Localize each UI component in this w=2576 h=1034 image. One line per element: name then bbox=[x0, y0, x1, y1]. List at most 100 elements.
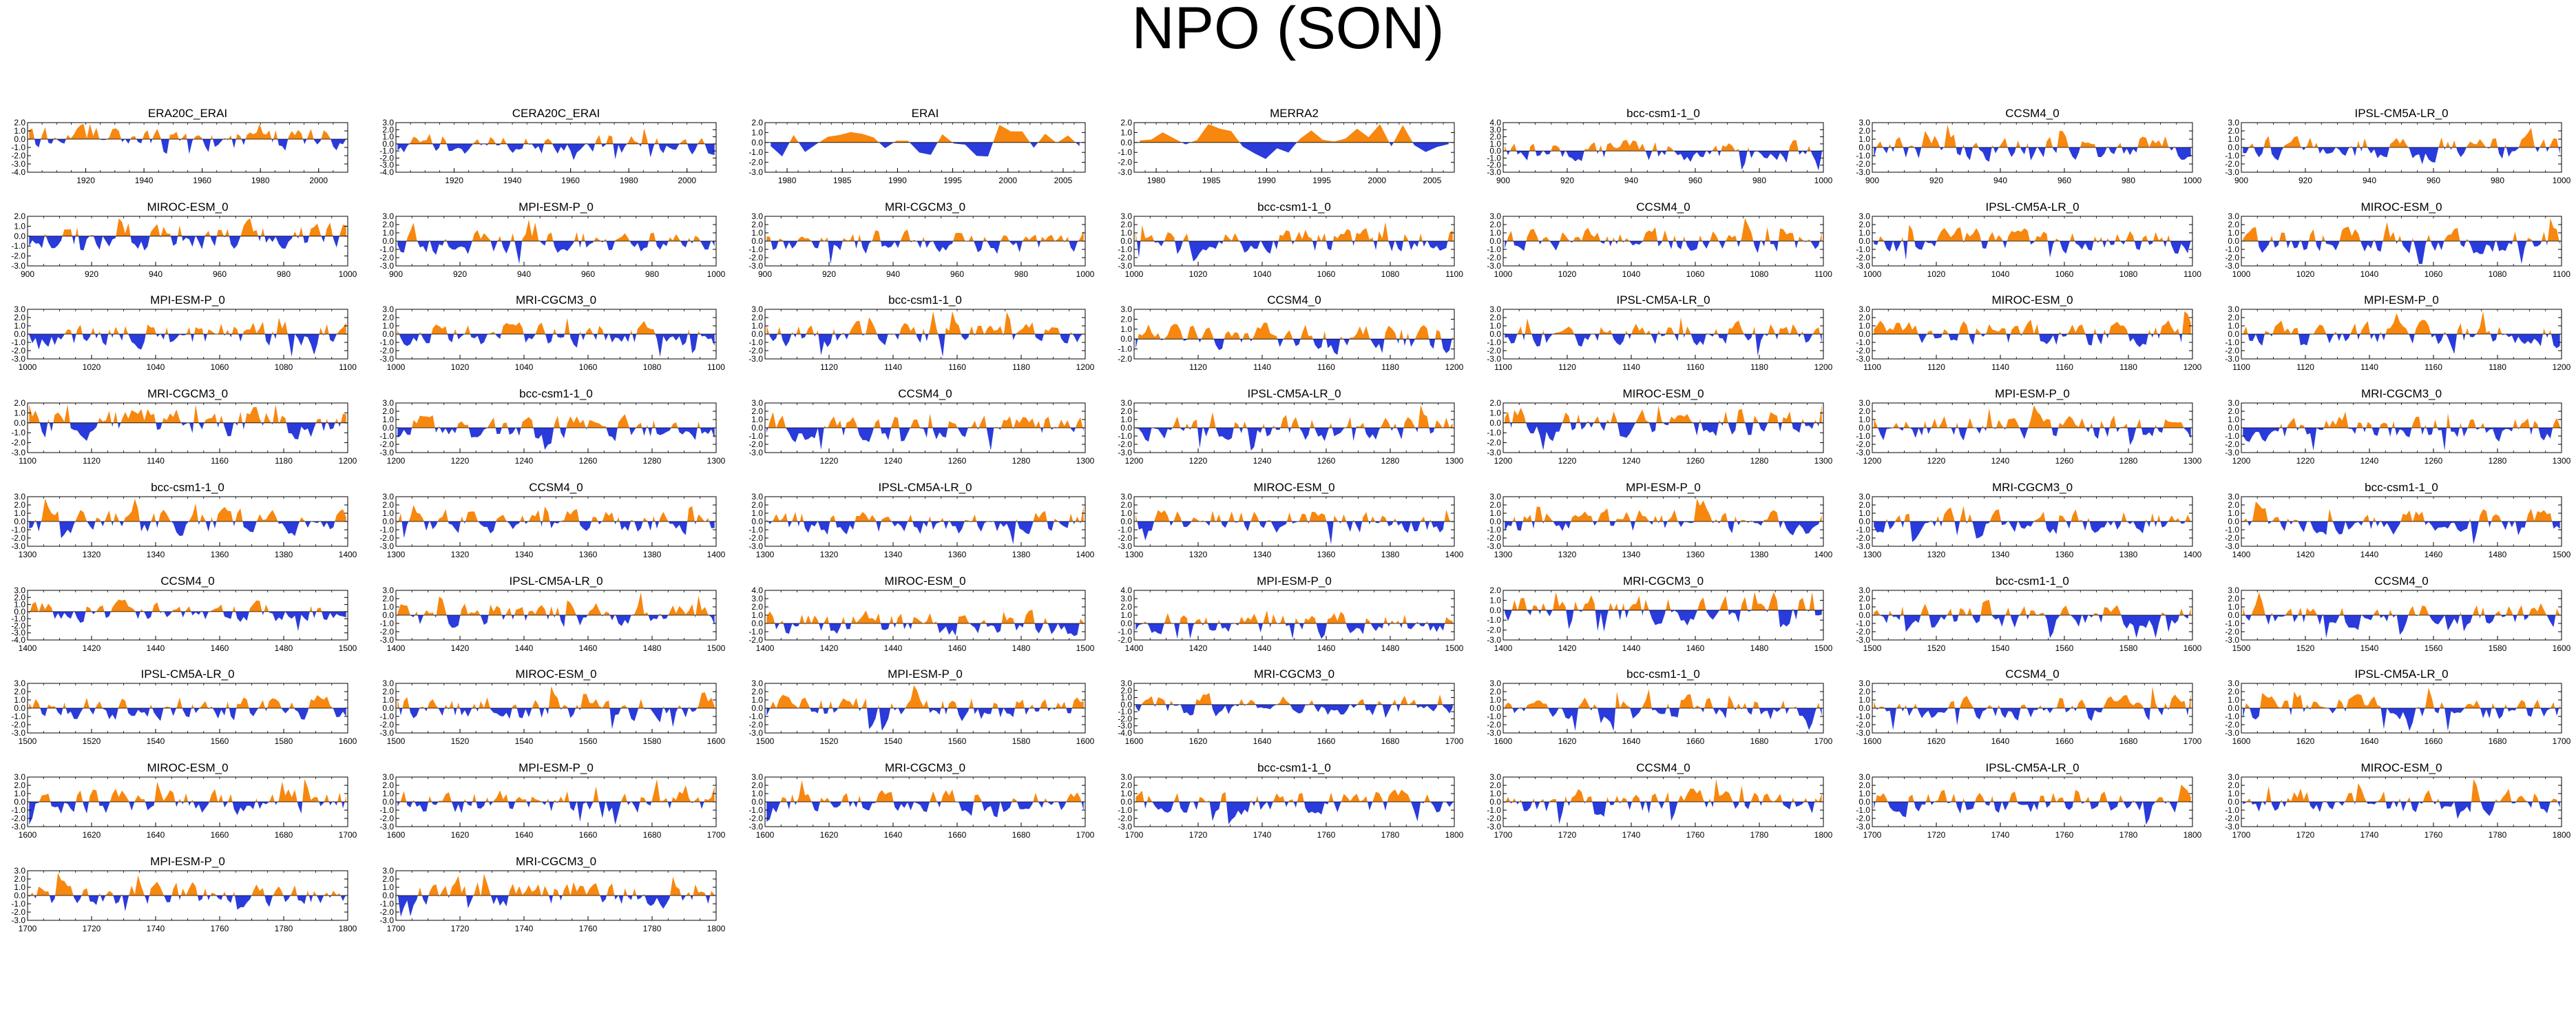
panel-title: bcc-csm1-1_0 bbox=[519, 387, 593, 400]
y-tick-label: -1.0 bbox=[1118, 525, 1132, 535]
y-tick-label: -2.0 bbox=[1856, 253, 1870, 262]
y-tick-label: 1.0 bbox=[14, 508, 25, 518]
y-tick-label: 3.0 bbox=[382, 304, 394, 314]
y-tick-label: 0.0 bbox=[1489, 606, 1501, 615]
x-tick-label: 1560 bbox=[2425, 643, 2443, 653]
x-tick-label: 1040 bbox=[515, 362, 534, 372]
x-tick-label: 1780 bbox=[1750, 830, 1769, 840]
y-tick-label: 2.0 bbox=[382, 874, 394, 884]
y-tick-label: 1.0 bbox=[382, 695, 394, 705]
y-tick-label: -3.0 bbox=[1856, 448, 1870, 457]
panel-title: MRI-CGCM3_0 bbox=[1254, 668, 1334, 681]
y-tick-label: -2.0 bbox=[2225, 720, 2239, 730]
positive-anomaly-area bbox=[397, 414, 715, 428]
positive-anomaly-area bbox=[2243, 778, 2560, 802]
x-tick-label: 1060 bbox=[1686, 269, 1705, 279]
panel-0: ERA20C_ERAI 2.01.00.0-1.0-2.0-3.0-4.0 1920… bbox=[11, 107, 348, 185]
x-tick-label: 1180 bbox=[2489, 362, 2506, 372]
y-tick-label: 3.0 bbox=[1120, 304, 1132, 314]
y-tick-label: -3.0 bbox=[1487, 635, 1501, 645]
y-tick-label: 3.0 bbox=[1489, 772, 1501, 782]
x-tick-label: 1020 bbox=[1927, 269, 1946, 279]
y-tick-label: -3.0 bbox=[1118, 721, 1132, 731]
x-tick-label: 1300 bbox=[1445, 456, 1464, 466]
x-tick-label: 1540 bbox=[884, 736, 903, 746]
negative-anomaly-area bbox=[29, 896, 346, 912]
x-tick-label: 1360 bbox=[948, 550, 967, 559]
negative-anomaly-area bbox=[1505, 151, 1822, 171]
x-tick-label: 1520 bbox=[451, 736, 470, 746]
x-tick-label: 1300 bbox=[707, 456, 726, 466]
y-tick-label: -3.0 bbox=[748, 448, 763, 457]
y-tick-label: -1.0 bbox=[1487, 615, 1501, 625]
x-tick-label: 1380 bbox=[1012, 550, 1031, 559]
negative-anomaly-area bbox=[1505, 610, 1822, 632]
panel-title: CCSM4_0 bbox=[1636, 761, 1690, 774]
panel-30: IPSL-CM5A-LR_03.02.01.00.0-1.0-2.0-3.013… bbox=[748, 481, 1095, 559]
y-tick-label: 1.0 bbox=[2228, 228, 2239, 238]
y-tick-label: -3.0 bbox=[1487, 448, 1501, 457]
y-tick-label: -2.0 bbox=[1118, 253, 1132, 262]
x-tick-label: 1580 bbox=[2489, 643, 2507, 653]
x-tick-label: 1400 bbox=[1076, 550, 1095, 559]
y-tick-label: 2.0 bbox=[1120, 220, 1132, 229]
y-tick-label: -3.0 bbox=[2225, 635, 2239, 645]
x-tick-label: 1700 bbox=[2232, 830, 2251, 840]
x-tick-label: 1280 bbox=[1381, 456, 1400, 466]
y-tick-label: 1.0 bbox=[14, 600, 25, 610]
y-tick-label: -2.0 bbox=[11, 907, 25, 917]
x-tick-label: 1660 bbox=[211, 830, 229, 840]
positive-anomaly-area bbox=[766, 780, 1084, 802]
x-tick-label: 1100 bbox=[19, 456, 36, 466]
x-tick-label: 1060 bbox=[579, 362, 598, 372]
panel-title: MPI-ESM-P_0 bbox=[519, 761, 594, 774]
y-tick-label: -3.0 bbox=[379, 635, 394, 645]
x-tick-label: 960 bbox=[581, 269, 595, 279]
x-tick-label: 1660 bbox=[1686, 736, 1705, 746]
positive-anomaly-area bbox=[1874, 405, 2191, 428]
x-tick-label: 1600 bbox=[19, 830, 37, 840]
x-tick-label: 1180 bbox=[1012, 362, 1030, 372]
y-tick-label: -1.0 bbox=[1856, 338, 1870, 347]
negative-anomaly-area bbox=[766, 428, 1084, 451]
x-tick-label: 1100 bbox=[339, 362, 357, 372]
x-tick-label: 1985 bbox=[1202, 176, 1221, 185]
x-tick-label: 920 bbox=[822, 269, 836, 279]
x-tick-label: 1620 bbox=[1558, 736, 1577, 746]
y-tick-label: 0.0 bbox=[1858, 517, 1870, 526]
y-tick-label: -1.0 bbox=[1487, 712, 1501, 721]
x-tick-label: 1600 bbox=[2184, 643, 2202, 653]
y-tick-label: -1.0 bbox=[748, 712, 763, 721]
y-tick-label: 1.0 bbox=[1120, 789, 1132, 798]
x-tick-label: 920 bbox=[2298, 176, 2312, 185]
x-tick-label: 1360 bbox=[211, 550, 229, 559]
x-tick-label: 1400 bbox=[1814, 550, 1833, 559]
x-tick-label: 1600 bbox=[339, 736, 357, 746]
panel-title: CCSM4_0 bbox=[1267, 293, 1321, 307]
y-tick-label: 1.0 bbox=[382, 602, 394, 612]
x-tick-label: 1700 bbox=[1125, 830, 1144, 840]
x-tick-label: 1100 bbox=[2184, 269, 2201, 279]
y-tick-label: 1.0 bbox=[1489, 228, 1501, 238]
x-tick-label: 900 bbox=[758, 269, 772, 279]
y-tick-label: -3.0 bbox=[2225, 822, 2239, 831]
y-tick-label: 3.0 bbox=[1120, 398, 1132, 408]
y-tick-label: -1.0 bbox=[1487, 245, 1501, 254]
y-tick-label: 2.0 bbox=[14, 211, 25, 221]
y-tick-label: 0.0 bbox=[751, 797, 763, 807]
x-tick-label: 980 bbox=[277, 269, 291, 279]
x-tick-label: 1140 bbox=[1253, 362, 1271, 372]
panel-title: MRI-CGCM3_0 bbox=[885, 761, 965, 774]
y-tick-label: 3.0 bbox=[1120, 211, 1132, 221]
x-tick-label: 1940 bbox=[135, 176, 154, 185]
y-tick-label: -2.0 bbox=[1856, 814, 1870, 823]
x-tick-label: 1720 bbox=[83, 924, 101, 933]
positive-anomaly-area bbox=[1135, 222, 1453, 241]
x-tick-label: 1000 bbox=[707, 269, 726, 279]
panel-40: bcc-csm1-1_0 3.02.01.00.0-1.0-2.0-3.01500… bbox=[1856, 575, 2202, 653]
y-tick-label: 2.0 bbox=[1489, 687, 1501, 696]
